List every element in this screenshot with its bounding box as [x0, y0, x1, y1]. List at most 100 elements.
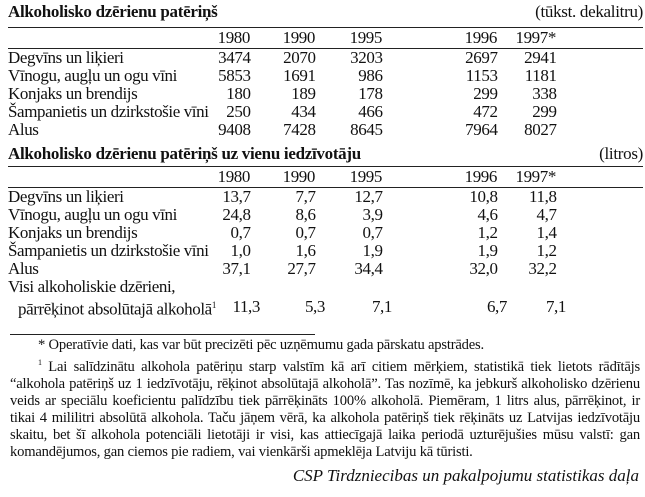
total-row-table: Visi alkoholiskie dzērieni, pārrēķinot a… [8, 278, 566, 319]
cell-value: 2070 [283, 48, 316, 67]
divider [8, 27, 643, 28]
header-row: 1980 1990 1995 1996 1997* [8, 28, 557, 48]
cell-value: 1,2 [477, 223, 498, 242]
row-label: Degvīns un liķieri [8, 48, 124, 67]
divider [8, 166, 643, 167]
cell-value: 0,7 [295, 223, 316, 242]
footnote-star: * Operatīvie dati, kas var būt precizēti… [38, 337, 484, 353]
table-consumption-per-capita: Alkoholisko dzērienu patēriņš uz vienu i… [8, 144, 643, 319]
cell-value: 3,9 [362, 205, 383, 224]
cell-value: 7964 [465, 120, 498, 139]
cell-value: 7,1 [371, 297, 392, 317]
data-table-body: Degvīns un liķieri 13,7 7,7 12,7 10,8 11,8 Vīn… [8, 188, 557, 278]
cell-value: 8,6 [295, 205, 316, 224]
row-label: Šampanietis un dzirkstošie vīni [8, 102, 209, 121]
cell-value: 178 [358, 84, 383, 103]
table-row: Šampanietis un dzirkstošie vīni 1,0 1,6 1,9… [8, 242, 557, 260]
row-label: Konjaks un brendijs [8, 223, 138, 242]
row-label: Visi alkoholiskie dzērieni, [8, 277, 176, 296]
cell-value: 11,3 [232, 297, 260, 317]
table-row: Degvīns un liķieri 3474 2070 3203 2697 2941 [8, 49, 557, 67]
cell-value: 13,7 [222, 187, 251, 206]
cell-value: 32,2 [528, 259, 557, 278]
row-label: Vīnogu, augļu un ogu vīni [8, 205, 177, 224]
data-table: 1980 1990 1995 1996 1997* [8, 167, 557, 187]
table-row-total: pārrēķinot absolūtajā alkoholā1 11,3 5,3… [8, 296, 566, 319]
cell-value: 9408 [218, 120, 251, 139]
cell-value: 986 [358, 66, 383, 85]
row-label: Šampanietis un dzirkstošie vīni [8, 241, 209, 260]
cell-value: 8645 [350, 120, 383, 139]
row-label: Alus [8, 259, 39, 278]
source-signature: CSP Tirdzniecibas un pakalpojumu statist… [292, 466, 639, 485]
cell-value: 299 [473, 84, 498, 103]
cell-value: 1,4 [536, 223, 557, 242]
year-header: 1996 [464, 28, 498, 47]
table-title-row: Alkoholisko dzērienu patēriņš uz vienu i… [8, 144, 643, 164]
table-row: Konjaks un brendijs 180 189 178 299 338 [8, 85, 557, 103]
cell-value: 7,7 [295, 187, 316, 206]
year-header: 1980 [217, 167, 251, 186]
cell-value: 37,1 [222, 259, 251, 278]
cell-value: 1,9 [477, 241, 498, 260]
cell-value: 34,4 [354, 259, 383, 278]
footnote-one: 1 Lai salīdzinātu alkohola patēriņu star… [10, 358, 640, 460]
table-unit: (tūkst. dekalitru) [535, 2, 643, 21]
cell-value: 3474 [218, 48, 251, 67]
row-label: Vīnogu, augļu un ogu vīni [8, 66, 177, 85]
year-header: 1980 [217, 28, 251, 47]
cell-value: 5853 [218, 66, 251, 85]
cell-value: 8027 [524, 120, 557, 139]
cell-value: 11,8 [529, 187, 557, 206]
year-header: 1997* [515, 28, 556, 47]
cell-value: 27,7 [287, 259, 316, 278]
cell-value: 7428 [283, 120, 316, 139]
cell-value: 4,7 [536, 205, 557, 224]
cell-value: 472 [473, 102, 498, 121]
cell-value: 1,0 [230, 241, 251, 260]
table-consumption-total: Alkoholisko dzērienu patēriņš (tūkst. de… [8, 2, 643, 139]
year-header: 1997* [515, 167, 556, 186]
cell-value: 1,2 [536, 241, 557, 260]
cell-value: 10,8 [469, 187, 498, 206]
cell-value: 7,1 [545, 297, 566, 317]
cell-value: 12,7 [354, 187, 383, 206]
table-row: Konjaks un brendijs 0,7 0,7 0,7 1,2 1,4 [8, 224, 557, 242]
cell-value: 1153 [465, 66, 498, 85]
table-row: Šampanietis un dzirkstošie vīni 250 434 466… [8, 103, 557, 121]
cell-value: 5,3 [304, 297, 325, 317]
cell-value: 189 [291, 84, 316, 103]
row-label: Konjaks un brendijs [8, 84, 138, 103]
cell-value: 1,9 [362, 241, 383, 260]
data-table: 1980 1990 1995 1996 1997* [8, 28, 557, 48]
cell-value: 180 [226, 84, 251, 103]
table-title-row: Alkoholisko dzērienu patēriņš (tūkst. de… [8, 2, 643, 22]
cell-value: 3203 [350, 48, 383, 67]
cell-value: 466 [358, 102, 383, 121]
table-row-total: Visi alkoholiskie dzērieni, [8, 278, 566, 296]
cell-value: 0,7 [362, 223, 383, 242]
cell-value: 32,0 [469, 259, 498, 278]
cell-value: 6,7 [486, 297, 507, 317]
cell-value: 434 [291, 102, 316, 121]
footnote-divider [10, 334, 315, 335]
table-row: Vīnogu, augļu un ogu vīni 5853 1691 986 1153… [8, 67, 557, 85]
cell-value: 0,7 [230, 223, 251, 242]
cell-value: 1181 [524, 66, 557, 85]
year-header: 1995 [349, 167, 383, 186]
cell-value: 1,6 [295, 241, 316, 260]
year-header: 1990 [282, 28, 316, 47]
table-row: Alus 9408 7428 8645 7964 8027 [8, 121, 557, 139]
cell-value: 2941 [524, 48, 557, 67]
year-header: 1996 [464, 167, 498, 186]
table-title: Alkoholisko dzērienu patēriņš [8, 2, 218, 21]
cell-value: 2697 [465, 48, 498, 67]
row-label: Degvīns un liķieri [8, 187, 124, 206]
row-label: pārrēķinot absolūtajā alkoholā1 [18, 299, 216, 319]
table-row: Degvīns un liķieri 13,7 7,7 12,7 10,8 11,8 [8, 188, 557, 206]
table-title: Alkoholisko dzērienu patēriņš uz vienu i… [8, 144, 361, 163]
cell-value: 1691 [283, 66, 316, 85]
cell-value: 299 [532, 102, 557, 121]
divider [8, 48, 643, 49]
row-label: Alus [8, 120, 39, 139]
